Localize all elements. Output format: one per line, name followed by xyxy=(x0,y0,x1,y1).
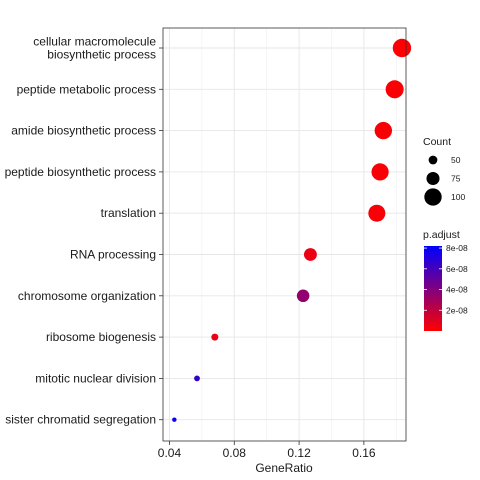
y-term-label: peptide biosynthetic process xyxy=(5,165,156,179)
p-adjust-legend: p.adjust 2e-08 4e-08 6e-08 8e-08 xyxy=(423,229,468,331)
y-term-label: chromosome organization xyxy=(18,289,156,303)
data-point xyxy=(211,333,219,341)
p-adjust-colorbar xyxy=(424,246,442,331)
count-legend-label: 75 xyxy=(451,174,461,184)
count-legend-title: Count xyxy=(423,136,451,148)
count-legend-label: 50 xyxy=(451,155,461,165)
colorbar-label: 6e-08 xyxy=(446,264,468,274)
y-term-label: sister chromatid segregation xyxy=(5,413,156,427)
count-legend-key xyxy=(426,171,440,186)
y-term-label: cellular macromolecule biosynthetic proce… xyxy=(33,35,156,62)
x-tick-label: 0.08 xyxy=(223,446,247,460)
data-points xyxy=(172,38,412,422)
y-term-label: RNA processing xyxy=(70,248,156,262)
data-point xyxy=(392,38,412,58)
data-point xyxy=(172,417,177,422)
y-term-label: ribosome biogenesis xyxy=(46,330,156,344)
panel-grid xyxy=(163,28,406,441)
data-point xyxy=(296,289,310,303)
x-axis-title: GeneRatio xyxy=(255,461,313,475)
x-tick-label: 0.04 xyxy=(158,446,182,460)
y-term-label: mitotic nuclear division xyxy=(35,371,156,385)
y-term-label: translation xyxy=(101,206,156,220)
panel-border xyxy=(162,27,407,442)
data-point xyxy=(371,163,389,181)
p-adjust-legend-title: p.adjust xyxy=(423,229,460,241)
count-legend-label: 100 xyxy=(451,192,465,202)
y-term-label: peptide metabolic process xyxy=(17,82,156,96)
data-point xyxy=(374,121,393,140)
data-point xyxy=(194,375,200,382)
x-tick-label: 0.16 xyxy=(352,446,376,460)
colorbar-label: 4e-08 xyxy=(446,285,468,295)
data-point xyxy=(303,248,317,261)
count-legend-key xyxy=(424,188,442,206)
x-tick-label: 0.12 xyxy=(287,446,311,460)
y-axis-labels: cellular macromolecule biosynthetic proce… xyxy=(5,35,163,427)
data-point xyxy=(368,204,386,222)
x-axis-ticks: 0.04 0.08 0.12 0.16 xyxy=(158,441,376,460)
count-legend: Count 50 75 100 xyxy=(423,136,465,206)
y-term-label: amide biosynthetic process xyxy=(11,124,156,138)
colorbar-label: 8e-08 xyxy=(446,243,468,253)
data-point xyxy=(385,80,404,99)
count-legend-key xyxy=(428,155,438,165)
colorbar-label: 2e-08 xyxy=(446,305,468,315)
